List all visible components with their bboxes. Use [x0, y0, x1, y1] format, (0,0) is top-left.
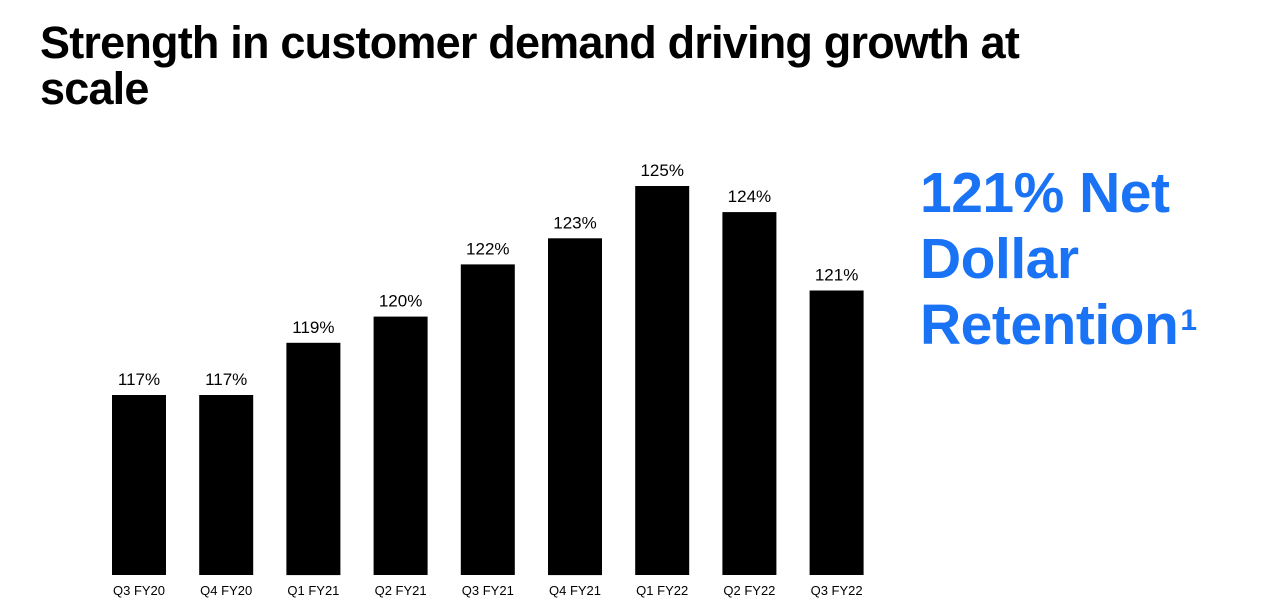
callout-line-3-text: Retention — [920, 293, 1179, 357]
data-label: 122% — [466, 239, 509, 258]
x-tick-label: Q3 FY22 — [811, 583, 863, 598]
callout-line-3: Retention1 — [920, 292, 1260, 358]
page-title: Strength in customer demand driving grow… — [40, 17, 1020, 114]
x-tick-label: Q2 FY21 — [375, 583, 427, 598]
bar-q2-fy22 — [722, 212, 777, 575]
bar-q3-fy20 — [112, 395, 166, 575]
bar-q1-fy21 — [286, 342, 341, 576]
data-label: 124% — [728, 187, 771, 206]
x-tick-label: Q2 FY22 — [723, 583, 775, 598]
footnote-marker: 1 — [1180, 304, 1197, 337]
data-label: 121% — [815, 266, 858, 285]
x-tick-label: Q4 FY21 — [549, 583, 601, 598]
bar-q2-fy21 — [373, 316, 428, 575]
x-tick-label: Q4 FY20 — [200, 583, 252, 598]
data-label: 123% — [553, 213, 596, 232]
x-tick-label: Q3 FY21 — [462, 583, 514, 598]
bar-q3-fy22 — [809, 290, 864, 575]
bar-q4-fy21 — [548, 238, 602, 576]
bar-q3-fy21 — [460, 264, 515, 575]
bar-chart: 117% Q3 FY20 117% Q4 FY20 119% Q1 FY21 120% Q2 … — [112, 161, 864, 598]
bar-q1-fy22 — [635, 186, 690, 575]
data-label: 119% — [292, 318, 334, 337]
data-label: 117% — [205, 370, 247, 389]
data-label: 125% — [640, 161, 683, 180]
callout-line-1: 121% Net — [920, 161, 1170, 225]
x-tick-label: Q1 FY22 — [636, 583, 688, 598]
bar-q4-fy20 — [199, 395, 254, 575]
data-label: 117% — [118, 370, 160, 389]
data-label: 120% — [379, 292, 422, 311]
x-tick-label: Q3 FY20 — [113, 583, 165, 598]
callout-line-2: Dollar — [920, 227, 1079, 291]
x-tick-label: Q1 FY21 — [287, 583, 339, 598]
net-dollar-retention-callout: 121% Net Dollar Retention1 — [920, 160, 1260, 358]
